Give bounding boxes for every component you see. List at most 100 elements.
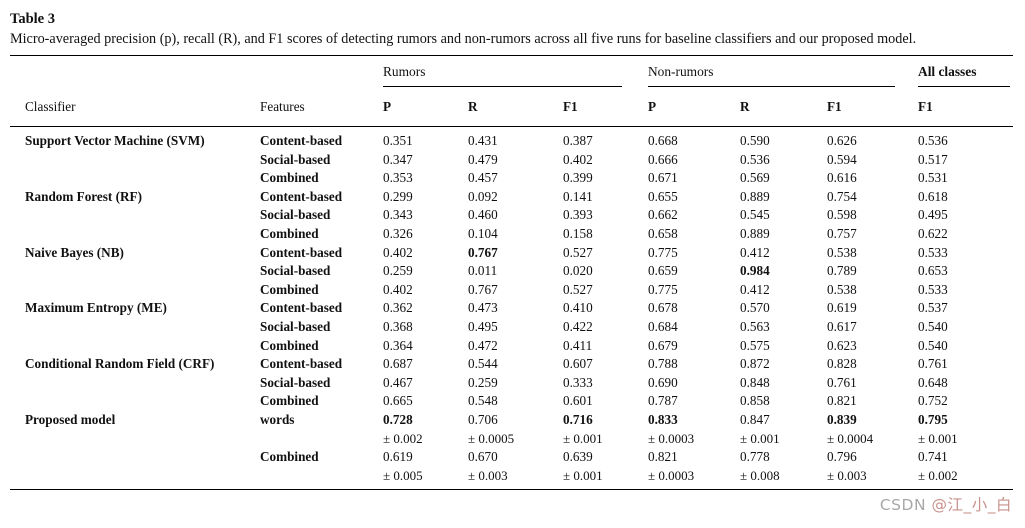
value-cell: 0.479 bbox=[468, 151, 498, 167]
table-row: Social-based 0.368 0.495 0.422 0.684 0.563 0.6… bbox=[10, 318, 1013, 337]
value-cell: 0.343 bbox=[383, 207, 413, 223]
value-cell: 0.679 bbox=[648, 337, 678, 353]
value-cell: 0.431 bbox=[468, 133, 498, 148]
value-cell: 0.616 bbox=[827, 170, 857, 186]
value-cell: 0.092 bbox=[468, 188, 498, 204]
features-cell: Content-based bbox=[260, 244, 343, 260]
value-cell: 0.536 bbox=[740, 151, 770, 167]
value-cell: 0.527 bbox=[563, 281, 593, 297]
value-cell: 0.410 bbox=[563, 300, 593, 316]
features-cell: Social-based bbox=[260, 151, 331, 167]
classifier-cell bbox=[10, 262, 260, 281]
features-cell bbox=[260, 430, 383, 449]
features-cell: Combined bbox=[260, 393, 319, 409]
value-cell: 0.527 bbox=[563, 244, 593, 260]
value-cell: 0.570 bbox=[740, 300, 770, 316]
value-cell: 0.889 bbox=[740, 188, 770, 204]
value-cell: 0.752 bbox=[918, 393, 948, 409]
value-cell: ± 0.001 bbox=[740, 430, 780, 446]
value-cell: 0.402 bbox=[383, 244, 413, 260]
value-cell: 0.767 bbox=[468, 244, 498, 260]
value-cell: 0.538 bbox=[827, 244, 857, 260]
caption-text: Micro-averaged precision (p), recall (R)… bbox=[10, 31, 917, 47]
value-cell: ± 0.002 bbox=[918, 467, 958, 483]
value-cell: 0.540 bbox=[918, 337, 948, 353]
features-cell: Combined bbox=[260, 225, 319, 241]
value-cell: 0.362 bbox=[383, 300, 413, 316]
table-row: Naive Bayes (NB) Content-based 0.402 0.767 0… bbox=[10, 244, 1013, 263]
value-cell: 0.821 bbox=[827, 393, 857, 409]
classifier-cell bbox=[10, 151, 260, 170]
watermark-prefix: CSDN bbox=[879, 496, 932, 514]
classifier-cell bbox=[10, 206, 260, 225]
features-cell: Social-based bbox=[260, 318, 331, 334]
features-cell: words bbox=[260, 411, 295, 427]
group-header-all-classes: All classes bbox=[918, 56, 1013, 88]
value-cell: 0.402 bbox=[563, 151, 593, 167]
value-cell: 0.563 bbox=[740, 318, 770, 334]
table-row: Conditional Random Field (CRF) Content-ba… bbox=[10, 355, 1013, 374]
classifier-cell bbox=[10, 374, 260, 393]
value-cell: 0.141 bbox=[563, 188, 593, 204]
value-cell: 0.544 bbox=[468, 356, 498, 372]
value-cell: 0.648 bbox=[918, 374, 948, 390]
value-cell: 0.795 bbox=[918, 411, 948, 427]
value-cell: 0.299 bbox=[383, 188, 413, 204]
features-cell: Content-based bbox=[260, 133, 343, 148]
value-cell: 0.668 bbox=[648, 133, 678, 148]
value-cell: 0.626 bbox=[827, 133, 857, 148]
value-cell: ± 0.001 bbox=[563, 430, 603, 446]
value-cell: 0.387 bbox=[563, 133, 593, 148]
value-cell: 0.422 bbox=[563, 318, 593, 334]
column-header-classifier: Classifier bbox=[10, 87, 260, 127]
group-header-non-rumors: Non-rumors bbox=[648, 56, 918, 88]
value-cell: 0.590 bbox=[740, 133, 770, 148]
value-cell: 0.848 bbox=[740, 374, 770, 390]
value-cell: 0.473 bbox=[468, 300, 498, 316]
watermark-handle: @江_小_白 bbox=[931, 496, 1012, 514]
value-cell: 0.690 bbox=[648, 374, 678, 390]
value-cell: 0.533 bbox=[918, 244, 948, 260]
value-cell: ± 0.0003 bbox=[648, 430, 695, 446]
value-cell: 0.569 bbox=[740, 170, 770, 186]
column-header-rumors-r: R bbox=[468, 87, 563, 127]
empty-cell bbox=[10, 56, 260, 88]
watermark: CSDN @江_小_白 bbox=[880, 496, 1012, 514]
value-cell: 0.741 bbox=[918, 449, 948, 465]
value-cell: 0.789 bbox=[827, 263, 857, 279]
value-cell: 0.833 bbox=[648, 411, 678, 427]
column-header-features: Features bbox=[260, 87, 383, 127]
value-cell: 0.665 bbox=[383, 393, 413, 409]
features-cell: Social-based bbox=[260, 207, 331, 223]
features-cell: Combined bbox=[260, 170, 319, 186]
classifier-cell bbox=[10, 337, 260, 356]
column-header-rumors-p: P bbox=[383, 87, 468, 127]
value-cell: 0.531 bbox=[918, 170, 948, 186]
value-cell: 0.678 bbox=[648, 300, 678, 316]
value-cell: 0.716 bbox=[563, 411, 593, 427]
value-cell: 0.658 bbox=[648, 225, 678, 241]
value-cell: 0.787 bbox=[648, 393, 678, 409]
value-cell: 0.104 bbox=[468, 225, 498, 241]
classifier-cell: Maximum Entropy (ME) bbox=[25, 300, 167, 316]
value-cell: 0.601 bbox=[563, 393, 593, 409]
value-cell: 0.412 bbox=[740, 244, 770, 260]
value-cell: 0.259 bbox=[468, 374, 498, 390]
value-cell: 0.011 bbox=[468, 263, 498, 279]
value-cell: 0.775 bbox=[648, 244, 678, 260]
table-row: Combined 0.364 0.472 0.411 0.679 0.575 0.623 0.… bbox=[10, 337, 1013, 356]
value-cell: 0.538 bbox=[827, 281, 857, 297]
value-cell: 0.662 bbox=[648, 207, 678, 223]
value-cell: 0.399 bbox=[563, 170, 593, 186]
classifier-cell bbox=[10, 430, 260, 449]
column-header-row: Classifier Features P R F1 P R F1 F1 bbox=[10, 87, 1014, 127]
value-cell: 0.347 bbox=[383, 151, 413, 167]
value-cell: 0.872 bbox=[740, 356, 770, 372]
value-cell: ± 0.002 bbox=[383, 430, 423, 446]
features-cell: Content-based bbox=[260, 300, 343, 316]
classifier-cell bbox=[10, 392, 260, 411]
value-cell: 0.495 bbox=[918, 207, 948, 223]
value-cell: 0.623 bbox=[827, 337, 857, 353]
value-cell: 0.796 bbox=[827, 449, 857, 465]
value-cell: 0.533 bbox=[918, 281, 948, 297]
